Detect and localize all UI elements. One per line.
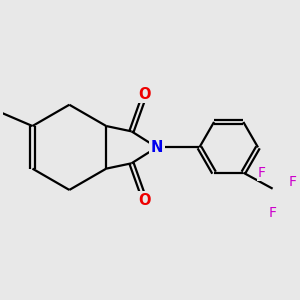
Text: O: O <box>139 87 151 102</box>
Text: F: F <box>268 206 277 220</box>
Text: F: F <box>289 175 297 189</box>
Text: F: F <box>258 166 266 180</box>
Text: O: O <box>139 193 151 208</box>
Text: N: N <box>151 140 163 155</box>
